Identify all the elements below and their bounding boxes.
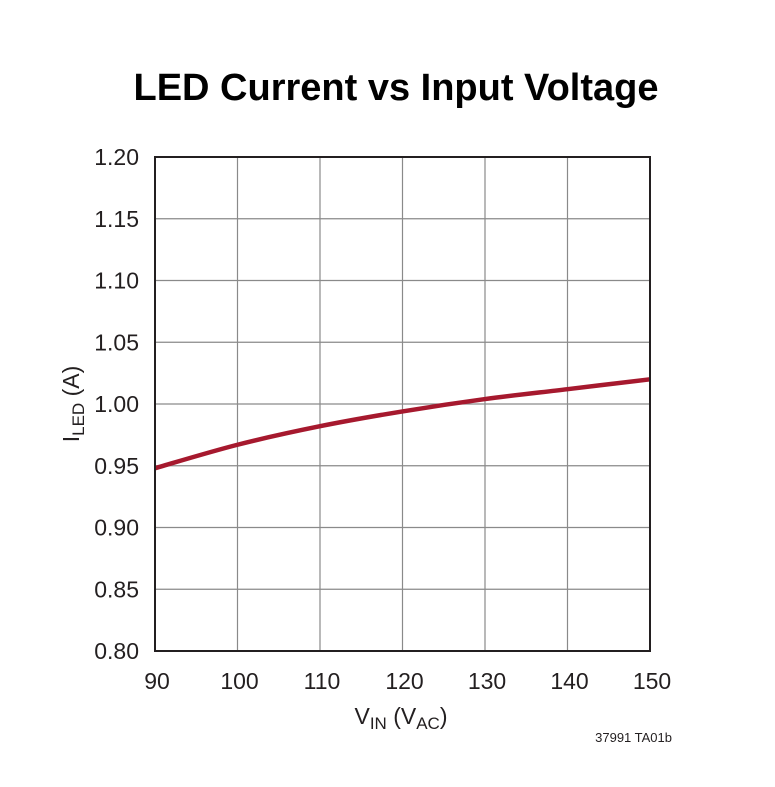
y-tick-label: 0.90 bbox=[94, 515, 139, 541]
y-tick-label: 1.10 bbox=[94, 268, 139, 294]
y-tick-label: 0.80 bbox=[94, 638, 139, 664]
x-axis-label: VIN (VAC) bbox=[354, 703, 447, 733]
plot-frame bbox=[154, 156, 651, 652]
y-tick-label: 0.95 bbox=[94, 453, 139, 479]
y-tick-label: 1.05 bbox=[94, 329, 139, 355]
grid bbox=[154, 156, 651, 652]
y-tick-label: 1.00 bbox=[94, 391, 139, 417]
y-tick-label: 1.20 bbox=[94, 144, 139, 170]
x-tick-label: 140 bbox=[550, 668, 588, 694]
x-tick-label: 110 bbox=[304, 668, 341, 694]
x-tick-label: 100 bbox=[220, 668, 258, 694]
chart-title: LED Current vs Input Voltage bbox=[133, 67, 658, 109]
x-tick-labels: 90 100 110 120 130 140 150 bbox=[144, 668, 671, 694]
x-tick-label: 150 bbox=[633, 668, 671, 694]
x-tick-label: 90 bbox=[144, 668, 170, 694]
y-tick-labels: 0.80 0.85 0.90 0.95 1.00 1.05 1.10 1.15 1.20 bbox=[94, 144, 139, 664]
x-tick-label: 120 bbox=[385, 668, 423, 694]
figure-code: 37991 TA01b bbox=[595, 730, 672, 745]
y-tick-label: 0.85 bbox=[94, 576, 139, 602]
y-axis-label: ILED (A) bbox=[58, 366, 88, 443]
x-tick-label: 130 bbox=[468, 668, 506, 694]
y-tick-label: 1.15 bbox=[94, 206, 139, 232]
